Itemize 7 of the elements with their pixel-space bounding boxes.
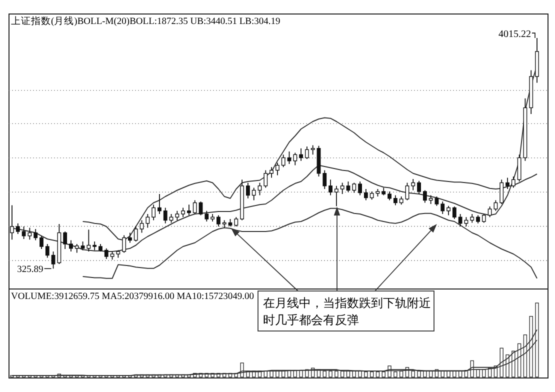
annotation: 325.89 [17, 265, 44, 276]
chart-title: VOLUME:3912659.75 MA5:20379916.00 MA10:15723049.00 [11, 292, 254, 302]
annotation: 在月线中，当指数跌到下轨附近时几乎都会有反弹 [263, 296, 431, 327]
value-label: 4015.22 [498, 29, 536, 40]
value-label: 325.89 [17, 265, 52, 276]
chart-title: 上证指数(月线)BOLL-M(20)BOLL:1872.35 UB:3440.51 LB:304.19 [11, 15, 280, 27]
note: 在月线中，当指数跌到下轨附近时几乎都会有反弹 [258, 290, 434, 332]
